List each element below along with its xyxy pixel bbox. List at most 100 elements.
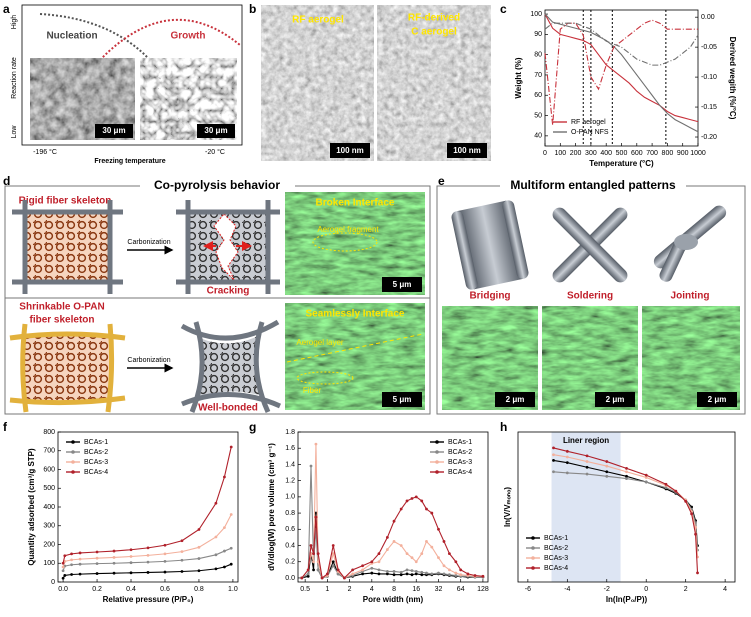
y-tick-label: 300 — [43, 523, 55, 530]
legend-marker — [435, 450, 439, 454]
data-point — [684, 499, 688, 503]
x-tick-label: 8 — [392, 586, 396, 593]
data-point — [430, 545, 434, 549]
y-axis-label: Quantity adsorbed (cm³/g STP) — [27, 448, 36, 566]
data-point — [442, 572, 446, 576]
panel-label: f — [3, 420, 8, 434]
data-point — [425, 571, 428, 575]
data-point — [405, 499, 409, 503]
x-tick-label: 900 — [677, 150, 689, 157]
series-line — [553, 447, 699, 573]
data-point — [459, 568, 463, 572]
data-point — [78, 562, 82, 566]
data-point — [112, 556, 116, 559]
data-point — [146, 571, 150, 574]
y-tick-label: 1.4 — [285, 461, 295, 468]
x-tick-label: 500 — [616, 150, 628, 157]
data-point — [696, 571, 699, 575]
skeleton-label: Shrinkable O-PAN — [19, 302, 104, 313]
data-point — [552, 470, 555, 474]
y-tick-label: 0.8 — [285, 510, 295, 517]
data-point — [605, 474, 609, 478]
image-note: Aerogel layer — [296, 338, 343, 347]
data-point — [399, 573, 403, 577]
data-point — [95, 572, 99, 575]
crack — [213, 213, 239, 281]
data-point — [392, 573, 396, 577]
data-point — [420, 570, 424, 574]
image-title: Broken Interface — [316, 198, 395, 209]
data-point — [223, 526, 226, 530]
data-point — [377, 572, 381, 576]
legend-marker — [71, 460, 75, 464]
data-point — [223, 565, 226, 569]
data-point — [180, 558, 184, 562]
x-axis-label: Temperature (°C) — [589, 159, 654, 168]
data-point — [437, 556, 440, 560]
y-tick-label: 0 — [51, 579, 55, 586]
legend-label: BCAs-3 — [448, 459, 472, 466]
data-point — [370, 571, 374, 575]
data-point — [605, 470, 609, 474]
data-point — [625, 470, 628, 474]
data-point — [146, 546, 150, 550]
image-label: RF aerogel — [292, 15, 344, 26]
data-point — [361, 568, 364, 572]
fiber — [189, 321, 205, 413]
data-point — [300, 576, 304, 580]
data-point — [385, 548, 389, 551]
data-point — [442, 564, 446, 568]
data-point — [70, 558, 73, 562]
data-point — [410, 573, 414, 577]
legend-label: BCAs-3 — [544, 555, 568, 562]
data-point — [399, 544, 403, 547]
data-point — [163, 552, 167, 556]
x-tick-label: 1000 — [690, 150, 706, 157]
y-tick-label: 0.2 — [285, 559, 295, 566]
data-point — [414, 560, 418, 564]
image-label: RF-derived — [408, 13, 460, 24]
data-point — [316, 568, 320, 572]
data-point — [644, 480, 648, 484]
data-point — [197, 545, 201, 549]
data-point — [625, 466, 628, 470]
data-point — [306, 572, 310, 576]
data-point — [309, 544, 313, 547]
panel-label: c — [500, 2, 507, 16]
data-point — [351, 572, 355, 576]
data-point — [644, 473, 648, 477]
data-point — [448, 568, 451, 572]
data-point — [385, 536, 389, 539]
scale-bar-box — [197, 124, 235, 138]
data-point — [306, 568, 310, 572]
panel-d: Co-pyrolysis behavior Rigid fiber skelet… — [4, 178, 431, 415]
rigid-fiber-frame — [12, 200, 123, 294]
data-point — [95, 550, 99, 554]
data-point — [420, 552, 424, 556]
data-point — [325, 572, 329, 576]
tube — [552, 207, 628, 283]
fiber — [105, 323, 115, 413]
aerogel-beads — [25, 212, 110, 282]
scale-bar-box — [382, 392, 422, 407]
data-point — [585, 472, 589, 476]
data-point — [146, 560, 150, 564]
panel-label: h — [500, 420, 507, 434]
x-tick-label: 32 — [435, 586, 443, 593]
x-axis-label: Pore width (nm) — [363, 595, 424, 604]
data-point — [61, 565, 65, 569]
y-tick-label: 60 — [534, 92, 542, 99]
axis-high: High — [11, 15, 18, 30]
data-point — [314, 442, 318, 446]
panel-a: High Low Reaction rate Nucleation Growth… — [11, 4, 243, 165]
image-title: Seamlessly Interface — [306, 309, 405, 320]
data-point — [674, 489, 678, 493]
panel-b: RF aerogel RF-derived C aerogel 100 nm 1… — [261, 5, 491, 161]
pattern-label: Jointing — [671, 291, 710, 302]
x-tick-label: 64 — [457, 586, 465, 593]
data-point — [214, 535, 218, 539]
joint — [674, 234, 698, 250]
panel-title: Co-pyrolysis behavior — [154, 178, 280, 192]
y-tick-label: 0.4 — [285, 542, 295, 549]
data-point — [316, 552, 320, 556]
